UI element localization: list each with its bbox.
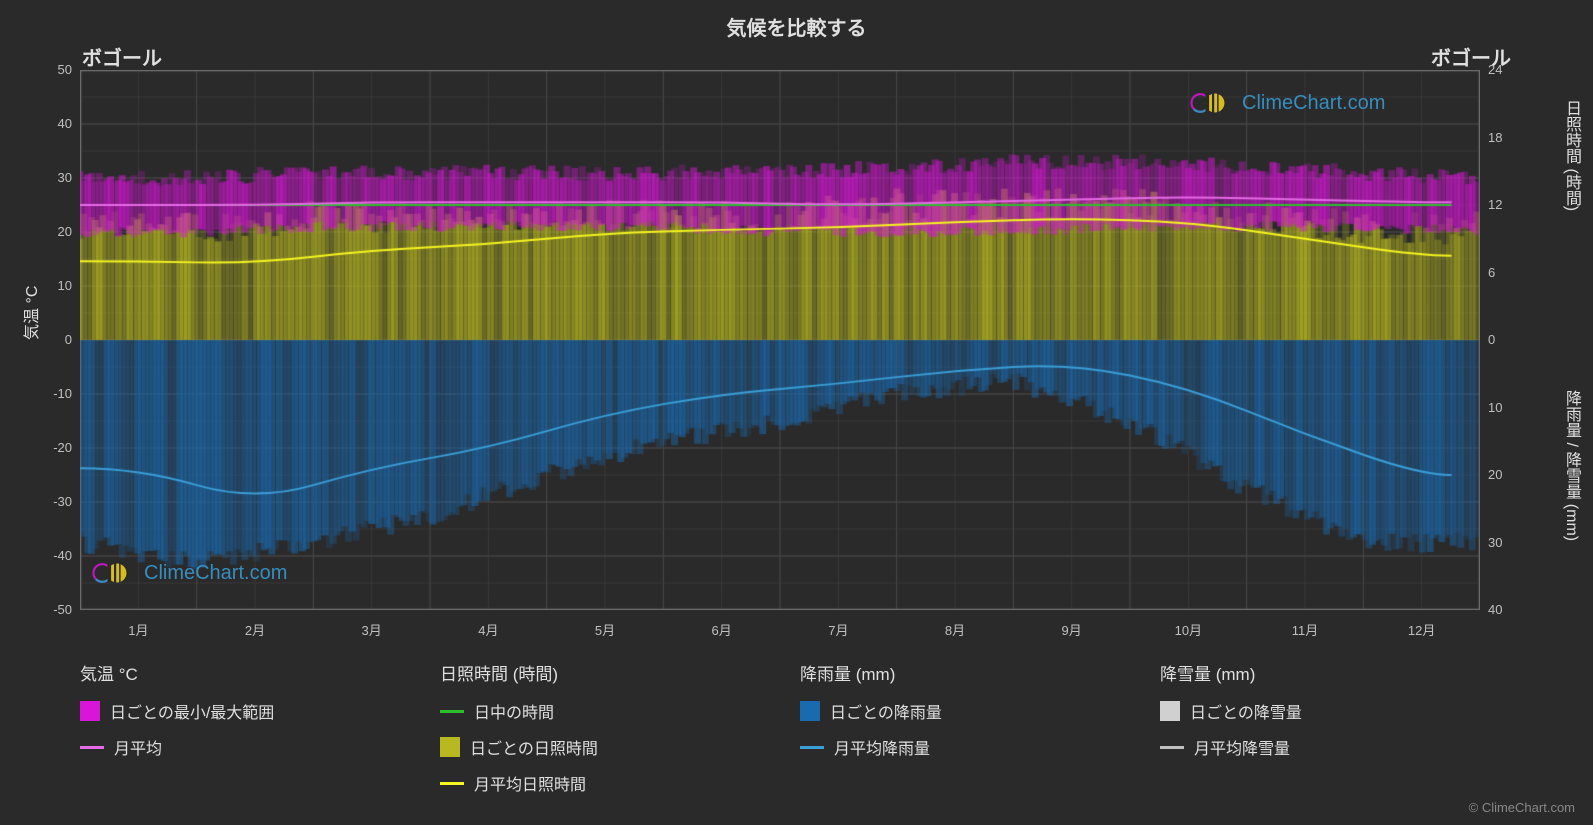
legend-item-sun-avg: 月平均日照時間 (440, 771, 760, 795)
axis-tick: 20 (1488, 467, 1502, 482)
legend-label: 月平均 (114, 735, 162, 759)
axis-tick: 12月 (1408, 620, 1435, 639)
chart-legend: 気温 °C 日ごとの最小/最大範囲 月平均 日照時間 (時間) 日中の時間 日ご… (80, 660, 1480, 807)
legend-label: 月平均日照時間 (474, 771, 586, 795)
axis-tick: 9月 (1062, 620, 1082, 639)
legend-col-temp: 気温 °C 日ごとの最小/最大範囲 月平均 (80, 660, 400, 807)
temp-avg-swatch (80, 746, 104, 749)
axis-tick: 11月 (1292, 620, 1319, 639)
axis-tick: 30 (58, 170, 72, 185)
legend-col-sun: 日照時間 (時間) 日中の時間 日ごとの日照時間 月平均日照時間 (440, 660, 760, 807)
axis-tick: -20 (53, 440, 72, 455)
y-axis-right-label-precip: 降雨量 / 降雪量 (mm) (1559, 390, 1583, 541)
axis-tick: 10 (58, 278, 72, 293)
legend-header-rain: 降雨量 (mm) (800, 660, 1120, 685)
legend-item-snow-range: 日ごとの降雪量 (1160, 699, 1480, 723)
snow-avg-swatch (1160, 746, 1184, 749)
legend-label: 月平均降雪量 (1194, 735, 1290, 759)
chart-plot-area (80, 70, 1480, 610)
temp-range-swatch (80, 701, 100, 721)
legend-item-rain-avg: 月平均降雨量 (800, 735, 1120, 759)
watermark-text: ClimeChart.com (1242, 92, 1385, 115)
chart-canvas (80, 70, 1480, 610)
axis-tick: 30 (1488, 535, 1502, 550)
legend-label: 日中の時間 (474, 699, 554, 723)
city-label-left: ボゴール (82, 42, 162, 71)
legend-item-sun-range: 日ごとの日照時間 (440, 735, 760, 759)
axis-tick: 24 (1488, 62, 1502, 77)
axis-tick: 10月 (1175, 620, 1202, 639)
legend-col-snow: 降雪量 (mm) 日ごとの降雪量 月平均降雪量 (1160, 660, 1480, 807)
axis-tick: -40 (53, 548, 72, 563)
axis-tick: -10 (53, 386, 72, 401)
axis-tick: 4月 (478, 620, 498, 639)
axis-tick: 20 (58, 224, 72, 239)
axis-tick: 8月 (945, 620, 965, 639)
copyright-text: © ClimeChart.com (1469, 800, 1575, 815)
axis-tick: 6 (1488, 265, 1495, 280)
watermark: ClimeChart.com (92, 558, 287, 588)
axis-tick: -50 (53, 602, 72, 617)
legend-item-daylight: 日中の時間 (440, 699, 760, 723)
sun-avg-swatch (440, 782, 464, 785)
rain-avg-swatch (800, 746, 824, 749)
axis-tick: -30 (53, 494, 72, 509)
rain-range-swatch (800, 701, 820, 721)
y-axis-right-label-sun: 日照時間 (時間) (1559, 100, 1583, 211)
axis-tick: 5月 (595, 620, 615, 639)
chart-title: 気候を比較する (0, 0, 1593, 41)
axis-tick: 6月 (712, 620, 732, 639)
axis-tick: 18 (1488, 130, 1502, 145)
axis-tick: 50 (58, 62, 72, 77)
axis-tick: 0 (1488, 332, 1495, 347)
legend-item-temp-avg: 月平均 (80, 735, 400, 759)
legend-item-temp-range: 日ごとの最小/最大範囲 (80, 699, 400, 723)
axis-tick: 40 (1488, 602, 1502, 617)
legend-label: 日ごとの降雨量 (830, 699, 942, 723)
axis-tick: 2月 (245, 620, 265, 639)
axis-tick: 12 (1488, 197, 1502, 212)
watermark: ClimeChart.com (1190, 88, 1385, 118)
legend-label: 日ごとの降雪量 (1190, 699, 1302, 723)
axis-tick: 40 (58, 116, 72, 131)
axis-tick: 3月 (362, 620, 382, 639)
axis-tick: 10 (1488, 400, 1502, 415)
legend-item-snow-avg: 月平均降雪量 (1160, 735, 1480, 759)
legend-col-rain: 降雨量 (mm) 日ごとの降雨量 月平均降雨量 (800, 660, 1120, 807)
y-axis-left-label: 気温 °C (18, 286, 42, 340)
legend-label: 日ごとの日照時間 (470, 735, 598, 759)
axis-tick: 7月 (828, 620, 848, 639)
legend-item-rain-range: 日ごとの降雨量 (800, 699, 1120, 723)
legend-header-snow: 降雪量 (mm) (1160, 660, 1480, 685)
snow-range-swatch (1160, 701, 1180, 721)
climate-chart-container: 気候を比較する ボゴール ボゴール 気温 °C 日照時間 (時間) 降雨量 / … (0, 0, 1593, 825)
legend-header-sun: 日照時間 (時間) (440, 660, 760, 685)
watermark-text: ClimeChart.com (144, 562, 287, 585)
legend-label: 日ごとの最小/最大範囲 (110, 699, 274, 723)
legend-label: 月平均降雨量 (834, 735, 930, 759)
axis-tick: 1月 (128, 620, 148, 639)
legend-header-temp: 気温 °C (80, 660, 400, 685)
axis-tick: 0 (65, 332, 72, 347)
sun-range-swatch (440, 737, 460, 757)
daylight-swatch (440, 710, 464, 713)
